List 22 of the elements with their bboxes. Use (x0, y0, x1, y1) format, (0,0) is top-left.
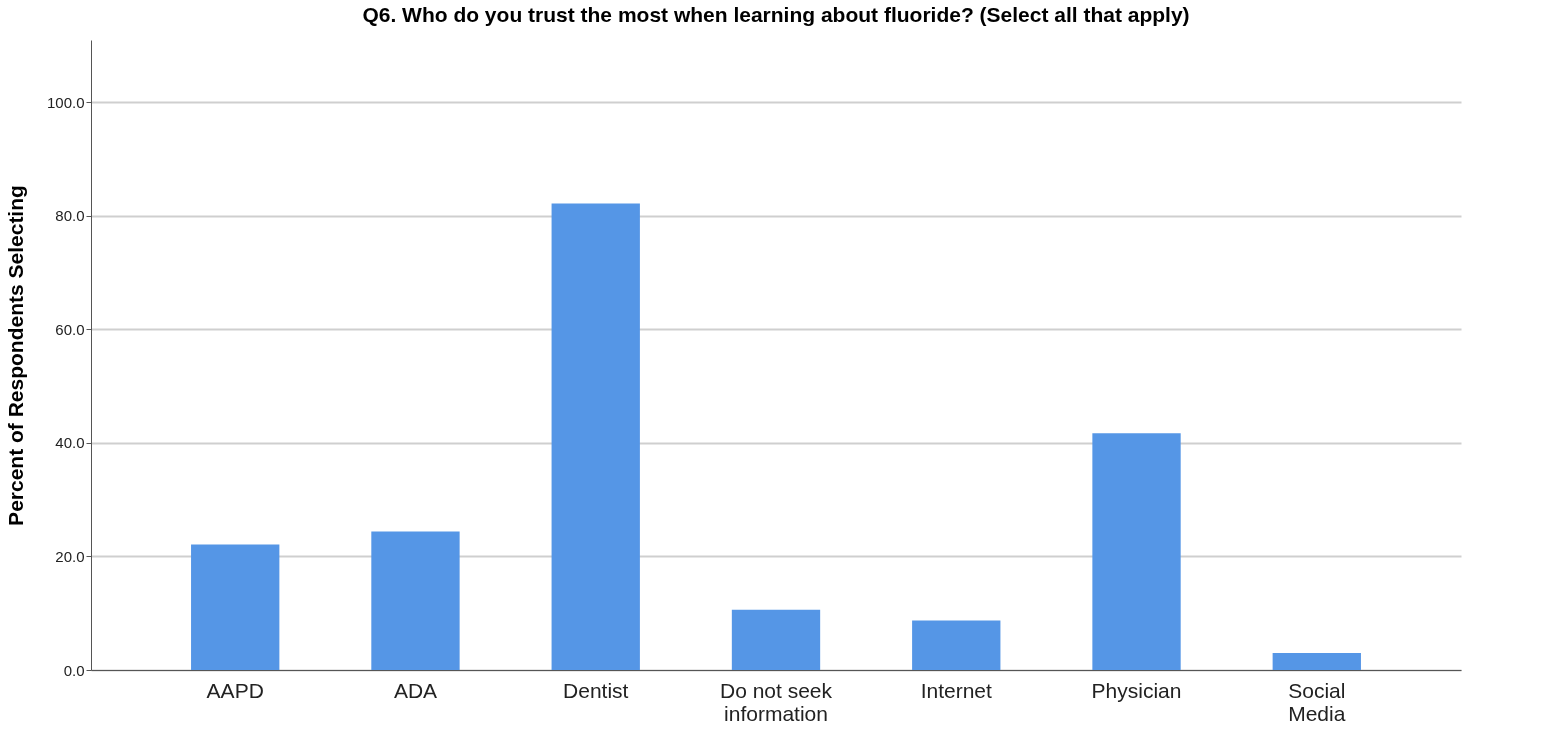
bar (1272, 652, 1361, 670)
bar (731, 609, 821, 670)
x-tick-label: AAPD (206, 678, 264, 702)
y-tick-label: 20.0 (55, 547, 85, 565)
bar (371, 531, 460, 670)
x-tick-label: Social Media (1288, 678, 1346, 725)
bar (191, 544, 280, 670)
x-tick-label: Do not seek information (719, 678, 833, 725)
bar (1092, 433, 1181, 670)
x-tick-label: Dentist (563, 678, 629, 702)
y-tick-label: 40.0 (55, 434, 85, 452)
x-tick-label: Internet (920, 678, 993, 702)
y-tick-label: 80.0 (55, 207, 85, 225)
chart-title: Q6. Who do you trust the most when learning about fluoride? (Select all that apply) (362, 3, 1190, 26)
y-tick-label: 0.0 (63, 661, 85, 679)
x-tick-label: ADA (393, 678, 438, 702)
bar (551, 203, 640, 670)
x-tick-label: Physician (1091, 678, 1182, 702)
bar (912, 620, 1001, 670)
y-tick-label: 60.0 (55, 320, 85, 338)
y-tick-label: 100.0 (46, 93, 85, 111)
y-axis-title: Percent of Respondents Selecting (3, 185, 27, 526)
